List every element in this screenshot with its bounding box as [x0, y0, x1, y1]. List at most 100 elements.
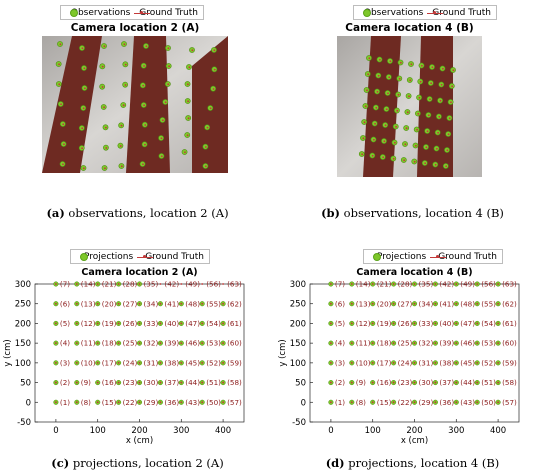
ground-truth-point [442, 67, 444, 70]
ground-truth-point [434, 163, 437, 166]
ground-truth-point [350, 381, 353, 384]
ground-truth-point [434, 381, 437, 384]
ground-truth-point [392, 322, 395, 325]
ground-truth-point [415, 144, 417, 147]
ground-truth-label: (2) [335, 378, 345, 387]
ground-truth-point [58, 63, 60, 66]
ground-truth-point [413, 401, 416, 404]
ground-truth-point [212, 88, 215, 90]
ground-truth-label: (35) [419, 280, 434, 289]
y-tick-label: 150 [15, 339, 31, 349]
ground-truth-point [222, 342, 225, 345]
ground-truth-point [429, 98, 431, 101]
ground-truth-point [161, 119, 164, 122]
caption-d: (d) projections, location 4 (B) [275, 456, 550, 470]
ground-truth-point [389, 60, 392, 63]
ground-truth-label: (46) [185, 339, 200, 348]
ground-truth-point [455, 283, 458, 285]
ground-truth-point [406, 111, 409, 114]
ground-truth-label: (32) [419, 339, 434, 348]
ground-truth-point [476, 322, 479, 325]
ground-truth-point [361, 153, 364, 156]
ground-truth-point [394, 141, 396, 144]
y-tick-label: 50 [20, 379, 31, 389]
ground-truth-point [117, 342, 120, 345]
ground-truth-point [413, 322, 416, 325]
ground-truth-point [180, 381, 183, 384]
ground-truth-label: (30) [419, 378, 434, 387]
ground-truth-point [62, 123, 65, 126]
ground-truth-point [424, 162, 427, 165]
ground-truth-point [96, 401, 99, 404]
ground-truth-point [180, 342, 183, 345]
ground-truth-point [144, 143, 146, 146]
camera-title-a: Camera location 2 (A) [70, 22, 200, 34]
ground-truth-point [187, 83, 189, 86]
ground-truth-label: (11) [81, 339, 96, 348]
ground-truth-point [201, 361, 204, 364]
ground-truth-point [82, 167, 85, 170]
ground-truth-label: (57) [227, 398, 242, 407]
legend-observations-label: Observations [70, 7, 131, 18]
ground-truth-label: (38) [164, 358, 179, 367]
ground-truth-point [143, 104, 146, 107]
y-tick-label: 200 [290, 319, 306, 329]
ground-truth-point [120, 124, 123, 127]
ground-truth-label: (54) [481, 319, 496, 328]
ground-truth-label: (40) [439, 319, 454, 328]
ground-truth-point [75, 361, 78, 364]
x-axis-label: x (cm) [401, 436, 428, 446]
x-tick-label: 400 [490, 426, 506, 436]
ground-truth-point [409, 79, 412, 82]
ground-truth-point [497, 283, 499, 285]
ground-truth-point [445, 165, 448, 168]
ground-truth-point [75, 401, 78, 404]
ground-truth-point [416, 128, 418, 131]
ground-truth-point [476, 361, 479, 364]
legend-projections-label: Projections [84, 251, 134, 262]
ground-truth-point [159, 381, 162, 384]
ground-truth-point [145, 45, 148, 48]
legend-observations-label: Observations [363, 7, 424, 18]
ground-truth-label: (21) [102, 280, 117, 289]
ground-truth-point [408, 95, 410, 98]
ground-truth-label: (5) [60, 319, 70, 328]
ground-truth-point [103, 106, 106, 109]
floor-tile-stripe [417, 36, 453, 177]
ground-truth-label: (56) [206, 280, 221, 289]
ground-truth-point [410, 63, 413, 66]
ground-truth-label: (22) [398, 398, 413, 407]
ground-truth-label: (18) [102, 339, 117, 348]
ground-truth-label: (59) [227, 358, 242, 367]
ground-truth-point [117, 401, 120, 404]
ground-truth-point [374, 122, 376, 125]
ground-truth-point [222, 322, 225, 325]
ground-truth-label: (22) [123, 398, 138, 407]
ground-truth-point [392, 302, 395, 305]
ground-truth-point [388, 76, 391, 79]
ground-truth-label: (16) [377, 378, 392, 387]
ground-truth-point [413, 342, 416, 345]
ground-truth-point [452, 69, 455, 72]
ground-truth-label: (10) [356, 358, 371, 367]
ground-truth-label: (17) [377, 358, 392, 367]
caption-b-text: observations, location 4 (B) [340, 206, 504, 220]
ground-truth-point [371, 381, 374, 384]
ground-truth-point [497, 302, 499, 305]
ground-truth-point [405, 127, 408, 130]
ground-truth-point [142, 163, 144, 166]
y-tick-label: 250 [15, 300, 31, 310]
ground-truth-point [373, 138, 375, 141]
ground-truth-point [371, 322, 374, 325]
legend-top-right: Observations Ground Truth [353, 5, 497, 20]
ground-truth-point [330, 283, 332, 285]
ground-truth-label: (35) [144, 280, 159, 289]
ground-truth-point [497, 342, 499, 345]
floor-background [337, 36, 482, 177]
ground-truth-point [117, 322, 120, 325]
observation-marker-icon [66, 8, 76, 18]
ground-truth-point [160, 155, 163, 158]
ground-truth-point [434, 283, 437, 285]
ground-truth-point [330, 302, 332, 305]
ground-truth-label: (27) [398, 299, 413, 308]
